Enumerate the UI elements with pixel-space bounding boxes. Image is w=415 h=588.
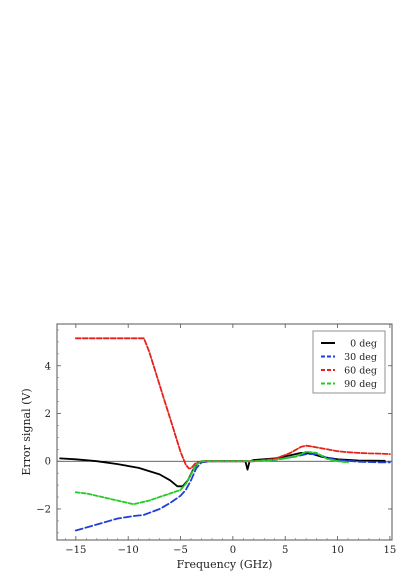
y-axis: −2 0 2 4	[36, 329, 392, 534]
legend-label: 30 deg	[344, 352, 377, 363]
x-tick-label: −10	[118, 545, 139, 556]
y-tick-label: 0	[45, 457, 51, 468]
legend: 0 deg 30 deg 60 deg 90 deg	[312, 330, 386, 394]
legend-label: 0 deg	[350, 339, 377, 350]
y-tick-label: −2	[36, 504, 51, 515]
x-tick-label: −5	[173, 545, 188, 556]
x-axis: −15 −10 −5 0 5 10 15	[65, 324, 396, 556]
series-layer	[59, 337, 391, 532]
x-axis-title: Frequency (GHz)	[177, 558, 273, 571]
legend-label: 90 deg	[344, 379, 377, 390]
y-tick-label: 4	[45, 361, 51, 372]
x-tick-label: 5	[282, 545, 288, 556]
x-tick-label: −15	[65, 545, 86, 556]
y-axis-title: Error signal (V)	[20, 388, 33, 475]
legend-label: 60 deg	[344, 366, 377, 377]
y-tick-label: 2	[45, 409, 51, 420]
plot-frame	[56, 323, 393, 541]
x-tick-label: 10	[331, 545, 344, 556]
series-line-0-deg	[59, 452, 386, 488]
series-line-90-deg	[74, 450, 349, 506]
x-tick-label: 15	[384, 545, 397, 556]
x-tick-label: 0	[230, 545, 236, 556]
